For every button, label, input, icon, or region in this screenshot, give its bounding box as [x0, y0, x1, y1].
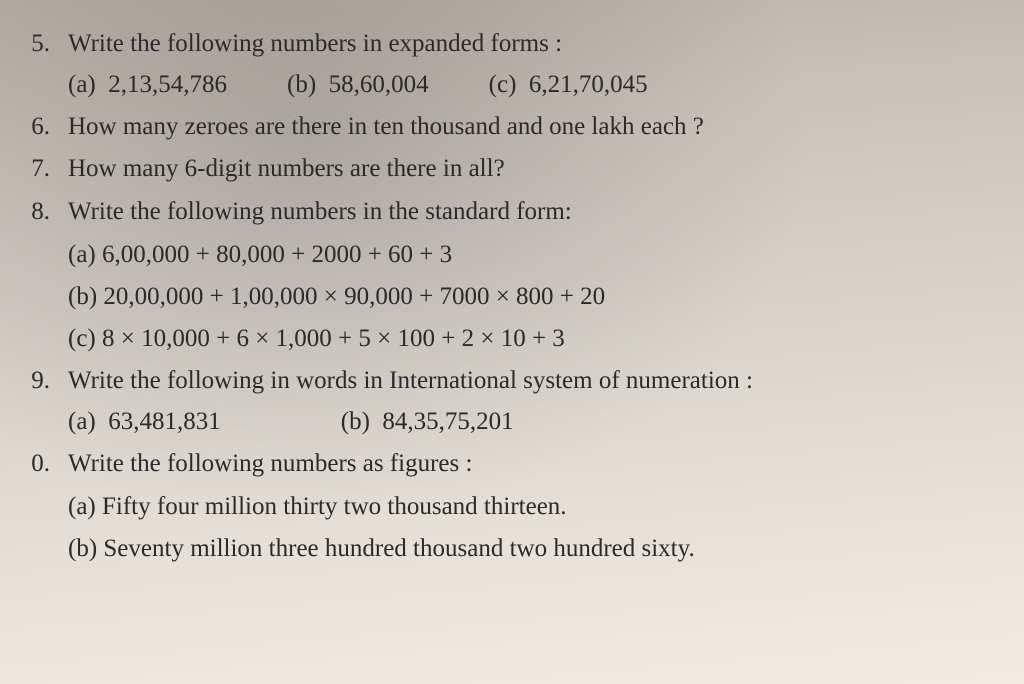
- question-text: Write the following numbers in the stand…: [68, 196, 984, 229]
- part-label: (b): [341, 408, 370, 435]
- subitem-c: (c) 8 × 10,000 + 6 × 1,000 + 5 × 100 + 2…: [68, 322, 984, 356]
- question-number: 8.: [20, 198, 50, 226]
- part-label: (b): [287, 71, 316, 98]
- question-number: 0.: [20, 450, 50, 478]
- subitem-a: (a) Fifty four million thirty two thousa…: [68, 490, 984, 524]
- question-number: 6.: [20, 113, 50, 141]
- subitem-b: (b) 20,00,000 + 1,00,000 × 90,000 + 7000…: [68, 280, 984, 314]
- question-6: 6. How many zeroes are there in ten thou…: [20, 111, 984, 144]
- question-10: 0. Write the following numbers as figure…: [20, 448, 984, 481]
- part-label: (a): [68, 71, 96, 98]
- question-9-parts: (a) 63,481,831 (b) 84,35,75,201: [68, 408, 984, 436]
- question-10-subitems: (a) Fifty four million thirty two thousa…: [68, 490, 984, 566]
- question-text: Write the following in words in Internat…: [68, 365, 984, 398]
- question-9: 9. Write the following in words in Inter…: [20, 365, 984, 398]
- question-7: 7. How many 6-digit numbers are there in…: [20, 153, 984, 186]
- question-5: 5. Write the following numbers in expand…: [20, 28, 984, 61]
- part-b: (b) 58,60,004: [287, 71, 429, 99]
- subitem-b: (b) Seventy million three hundred thousa…: [68, 532, 984, 566]
- question-number: 9.: [20, 367, 50, 395]
- part-b: (b) 84,35,75,201: [341, 408, 514, 436]
- question-text: Write the following numbers in expanded …: [68, 28, 984, 61]
- part-value: 63,481,831: [108, 408, 221, 435]
- question-text: How many zeroes are there in ten thousan…: [68, 111, 984, 144]
- part-value: 2,13,54,786: [108, 71, 227, 98]
- question-number: 7.: [20, 155, 50, 183]
- question-5-parts: (a) 2,13,54,786 (b) 58,60,004 (c) 6,21,7…: [68, 71, 984, 99]
- part-value: 84,35,75,201: [382, 408, 513, 435]
- question-8: 8. Write the following numbers in the st…: [20, 196, 984, 229]
- question-8-subitems: (a) 6,00,000 + 80,000 + 2000 + 60 + 3 (b…: [68, 238, 984, 355]
- part-value: 6,21,70,045: [529, 71, 648, 98]
- part-c: (c) 6,21,70,045: [489, 71, 648, 99]
- question-text: How many 6-digit numbers are there in al…: [68, 153, 984, 186]
- subitem-a: (a) 6,00,000 + 80,000 + 2000 + 60 + 3: [68, 238, 984, 272]
- part-label: (a): [68, 408, 96, 435]
- part-a: (a) 2,13,54,786: [68, 71, 227, 99]
- question-text: Write the following numbers as figures :: [68, 448, 984, 481]
- part-label: (c): [489, 71, 517, 98]
- part-a: (a) 63,481,831: [68, 408, 221, 436]
- part-value: 58,60,004: [329, 71, 429, 98]
- question-number: 5.: [20, 30, 50, 58]
